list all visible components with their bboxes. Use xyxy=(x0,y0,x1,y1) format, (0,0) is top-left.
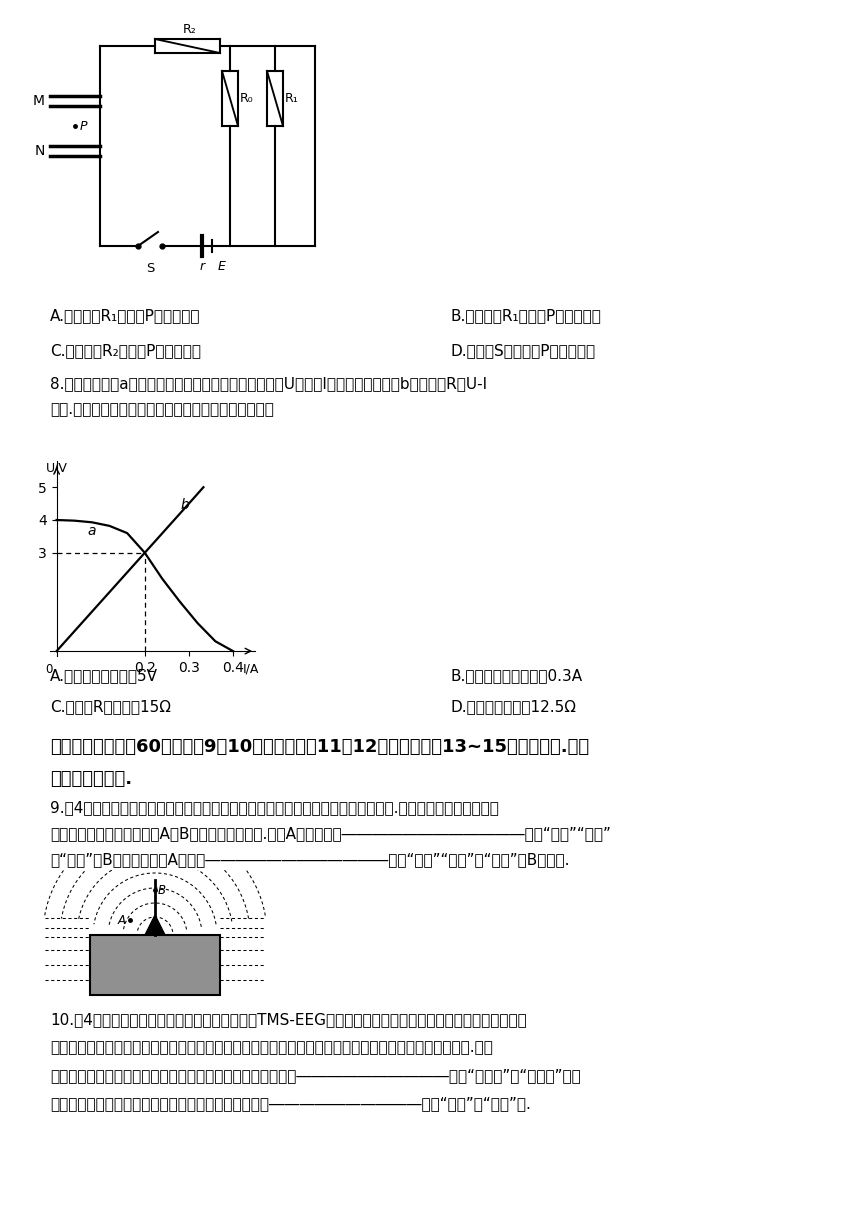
Text: R₁: R₁ xyxy=(285,92,298,105)
Text: R₀: R₀ xyxy=(240,92,254,105)
Text: 9.（4分）雷电是一种强烈的放电现象，高大建筑物的顶端都装有避雷针来预防雷击.　如图所示，虚线是避雷: 9.（4分）雷电是一种强烈的放电现象，高大建筑物的顶端都装有避雷针来预防雷击. … xyxy=(50,800,499,815)
Text: E: E xyxy=(218,260,226,274)
Text: 三、非选择题：共60分，其中9、10题为填空题，11、12题为实验题，13~15题为计算题.　考: 三、非选择题：共60分，其中9、10题为填空题，11、12题为实验题，13~15… xyxy=(50,738,589,756)
Text: b: b xyxy=(180,497,189,512)
Text: 或“等于”）B点电场强度，A点电势――――――――――――（填“大于”“小于”或“等于”）B点电势.: 或“等于”）B点电场强度，A点电势――――――――――――（填“大于”“小于”或… xyxy=(50,852,569,867)
Text: I/A: I/A xyxy=(243,663,259,676)
Text: 生强而短暂的磁脉冲刺激大脑皮层，诱导组织中产生感应电流，导致局限区域皮层神经元的去极化和激活.　则: 生强而短暂的磁脉冲刺激大脑皮层，诱导组织中产生感应电流，导致局限区域皮层神经元的… xyxy=(50,1040,493,1055)
Text: A.　电池的电动势为5V: A. 电池的电动势为5V xyxy=(50,668,158,683)
Text: D.　断开S时，微粒P仍静止不动: D. 断开S时，微粒P仍静止不动 xyxy=(450,343,595,358)
Text: M: M xyxy=(33,94,45,108)
Text: R₂: R₂ xyxy=(182,23,196,36)
Text: 图像.　在该光照强度下将它们组成闭合回路时（　　）: 图像. 在该光照强度下将它们组成闭合回路时（ ） xyxy=(50,402,273,417)
Text: 要使诱导组织中产生感应电流，通电线圈中的电流必须――――――――――（填“变化”或“不变”）.: 要使诱导组织中产生感应电流，通电线圈中的电流必须――――――――――（填“变化”… xyxy=(50,1096,531,1111)
Text: a: a xyxy=(88,524,96,537)
Text: 8.　如图，图线a是太阳能电池在某光照强度下路端电压U和电流I的关系图像，图线b是某电际R的U-I: 8. 如图，图线a是太阳能电池在某光照强度下路端电压U和电流I的关系图像，图线b… xyxy=(50,376,487,392)
Text: C.　电际R的阵值为15Ω: C. 电际R的阵值为15Ω xyxy=(50,699,171,714)
Text: B.　电池的短路电流为0.3A: B. 电池的短路电流为0.3A xyxy=(450,668,582,683)
Text: 10.（4分）如图所示的经颌磁刺激联合脑电图（TMS-EEG）技术是一种无创的技术，通电线圈作用于头皮产: 10.（4分）如图所示的经颌磁刺激联合脑电图（TMS-EEG）技术是一种无创的技… xyxy=(50,1012,526,1028)
Text: r: r xyxy=(200,260,205,274)
Text: A.　仅增大R₁，微粒P仍静止不动: A. 仅增大R₁，微粒P仍静止不动 xyxy=(50,308,200,323)
Text: B.　仅减小R₁，微粒P仍静止不动: B. 仅减小R₁，微粒P仍静止不动 xyxy=(450,308,601,323)
Text: B: B xyxy=(158,884,166,896)
Text: 针上方电场的等差等势面，A、B是等势面上的两点.　则A点电场强度――――――――――――（填“大于”“小于”: 针上方电场的等差等势面，A、B是等势面上的两点. 则A点电场强度――――――――… xyxy=(50,826,611,841)
Text: A: A xyxy=(118,913,126,927)
Bar xyxy=(90,935,220,995)
Polygon shape xyxy=(145,914,165,935)
Text: 生根据要求作答.: 生根据要求作答. xyxy=(50,770,132,788)
Text: C.　仅增大R₂，微粒P仍静止不动: C. 仅增大R₂，微粒P仍静止不动 xyxy=(50,343,201,358)
Text: U/V: U/V xyxy=(46,461,67,474)
Text: D.　电池的内阴为12.5Ω: D. 电池的内阴为12.5Ω xyxy=(450,699,576,714)
Text: P: P xyxy=(80,119,88,133)
Text: 0: 0 xyxy=(45,663,52,676)
Text: 由图示中的磁场方向可判断线圈中此时的电流方向（俧视）为――――――――――（填“逆时针”或“顺时针”）；: 由图示中的磁场方向可判断线圈中此时的电流方向（俧视）为――――――――――（填“… xyxy=(50,1068,580,1083)
Text: N: N xyxy=(34,143,45,158)
Text: S: S xyxy=(146,261,154,275)
